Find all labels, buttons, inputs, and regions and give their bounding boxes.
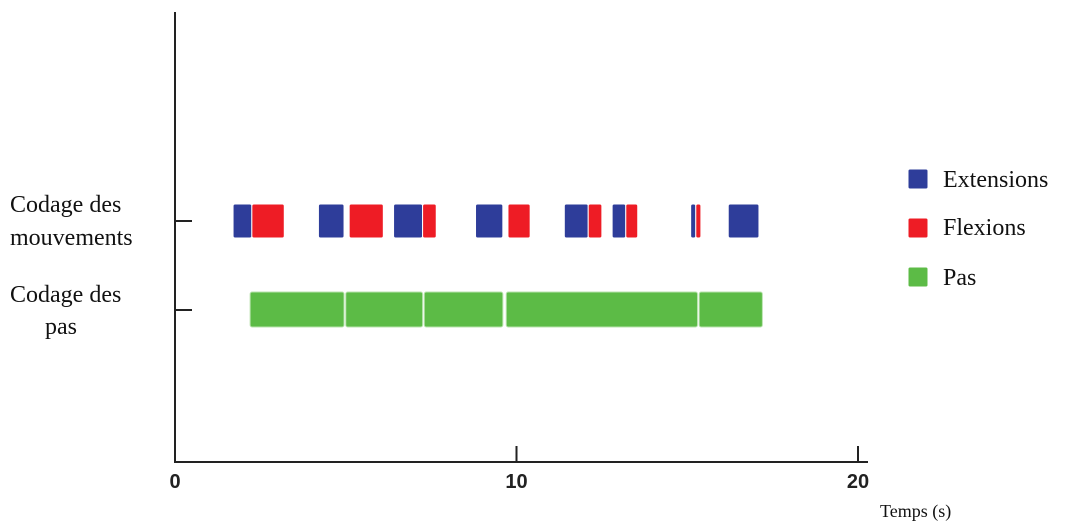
segment-ext — [475, 203, 504, 239]
segment-pas — [423, 291, 504, 328]
segment-ext — [317, 203, 345, 239]
x-tick-label: 10 — [505, 471, 527, 493]
track-label-steps-line1: Codage des — [10, 282, 121, 308]
segment-ext — [232, 203, 253, 239]
legend-label-extensions: Extensions — [943, 167, 1048, 193]
track-label-movements-line2: mouvements — [10, 225, 133, 251]
segment-flex — [348, 203, 384, 239]
segment-flex — [695, 203, 702, 239]
segment-ext — [690, 203, 697, 239]
x-axis-title: Temps (s) — [880, 501, 951, 522]
legend-swatch-pas — [907, 266, 929, 288]
legend-swatch-flexions — [907, 217, 929, 239]
segment-pas — [698, 291, 763, 328]
legend-swatch-extensions — [907, 168, 929, 190]
segment-ext — [727, 203, 760, 239]
segment-pas — [505, 291, 698, 328]
segment-pas — [249, 291, 345, 328]
x-tick-group: 0 10 20 — [169, 446, 869, 493]
segment-flex — [422, 203, 437, 239]
segment-flex — [251, 203, 285, 239]
track-label-steps-line2: pas — [45, 314, 77, 340]
legend-label-flexions: Flexions — [943, 215, 1026, 241]
segment-ext — [393, 203, 424, 239]
legend: Extensions Flexions Pas — [907, 167, 1048, 291]
track-label-movements-line1: Codage des — [10, 192, 121, 218]
x-tick-label: 20 — [847, 471, 869, 493]
segment-flex — [625, 203, 639, 239]
segment-pas — [345, 291, 424, 328]
segment-ext — [611, 203, 627, 239]
legend-label-pas: Pas — [943, 265, 976, 291]
segment-group — [232, 203, 763, 328]
segment-ext — [563, 203, 589, 239]
segment-flex — [587, 203, 603, 239]
x-tick-label: 0 — [169, 471, 180, 493]
segment-flex — [507, 203, 531, 239]
